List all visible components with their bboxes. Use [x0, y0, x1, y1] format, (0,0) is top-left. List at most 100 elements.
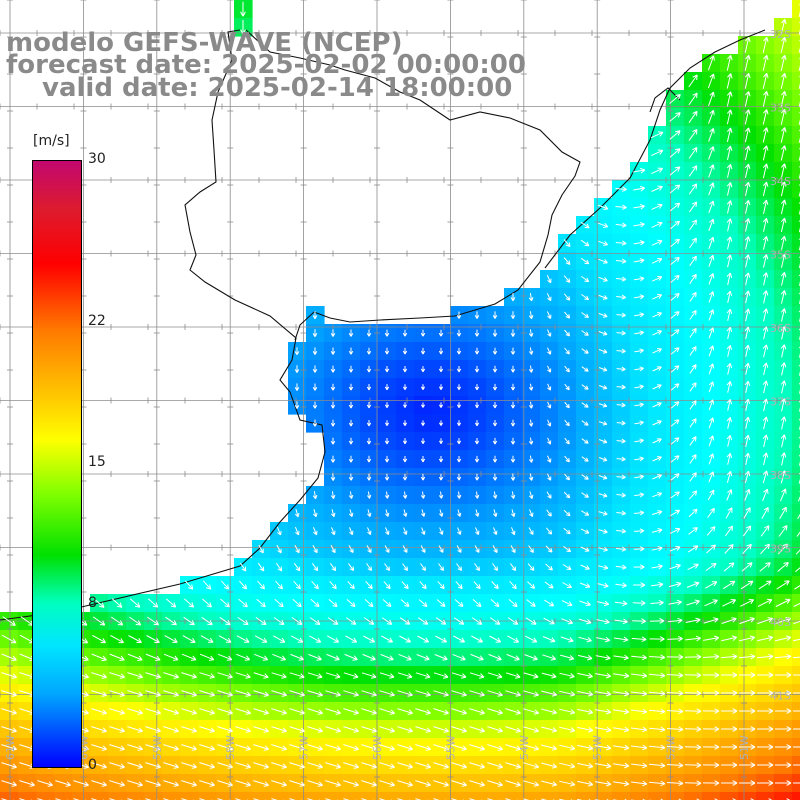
- wind-arrow: [670, 437, 680, 445]
- wind-arrow: [794, 585, 800, 590]
- wind-arrow: [492, 383, 498, 391]
- wind-arrow: [598, 492, 608, 498]
- field-cell: [270, 792, 289, 800]
- wind-arrow: [597, 564, 609, 570]
- wind-arrow: [328, 599, 338, 608]
- wind-arrow: [726, 109, 733, 125]
- wind-arrow: [744, 36, 751, 53]
- wind-arrow: [311, 563, 319, 572]
- wind-arrow: [706, 544, 716, 554]
- wind-arrow: [289, 780, 305, 787]
- wind-arrow: [702, 653, 720, 660]
- wind-arrow: [181, 762, 197, 769]
- wind-arrow: [616, 402, 626, 408]
- lon-label-56W: 56W: [371, 735, 384, 760]
- wind-arrow: [634, 492, 645, 498]
- wind-arrow: [433, 762, 449, 769]
- wind-arrow: [181, 744, 197, 751]
- wind-arrow: [543, 617, 555, 625]
- wind-arrow: [361, 798, 375, 800]
- wind-arrow: [524, 635, 538, 643]
- wind-arrow: [181, 672, 197, 679]
- wind-arrow: [762, 145, 769, 161]
- wind-arrow: [163, 690, 179, 697]
- wind-arrow: [669, 184, 681, 194]
- wind-arrow: [544, 581, 554, 589]
- wind-arrow: [438, 329, 444, 337]
- wind-arrow: [598, 546, 608, 552]
- wind-arrow: [456, 545, 462, 553]
- wind-arrow: [780, 271, 787, 286]
- field-cell: [792, 306, 800, 325]
- wind-arrow: [402, 438, 408, 445]
- wind-arrow: [220, 580, 230, 590]
- wind-arrow: [598, 475, 608, 480]
- wind-arrow: [487, 672, 503, 679]
- field-cell: [198, 792, 217, 800]
- field-cell: [324, 792, 343, 800]
- wind-arrow: [397, 798, 411, 800]
- wind-arrow: [384, 366, 390, 373]
- wind-arrow: [563, 293, 571, 301]
- wind-arrow: [744, 470, 751, 484]
- wind-arrow: [744, 54, 751, 71]
- wind-arrow: [739, 690, 756, 696]
- wind-arrow: [616, 546, 627, 552]
- wind-arrow: [579, 600, 591, 607]
- wind-arrow: [633, 582, 646, 588]
- wind-arrow: [706, 526, 716, 536]
- wind-arrow: [364, 599, 374, 608]
- field-cell: [792, 36, 800, 55]
- field-cell: [666, 792, 685, 800]
- wind-arrow: [684, 726, 702, 732]
- wind-arrow: [528, 293, 534, 302]
- wind-arrow: [217, 672, 233, 679]
- forecast-date: forecast date: 2025-02-02 00:00:00: [6, 50, 526, 80]
- wind-arrow: [415, 708, 431, 715]
- wind-arrow: [780, 127, 787, 143]
- wind-arrow: [384, 473, 390, 481]
- wind-arrow: [109, 726, 125, 733]
- field-cell: [774, 792, 793, 800]
- wind-arrow: [326, 653, 340, 661]
- wind-arrow: [181, 726, 197, 733]
- wind-arrow: [648, 744, 666, 751]
- wind-arrow: [726, 362, 733, 375]
- wind-arrow: [793, 782, 800, 784]
- wind-arrow: [689, 219, 697, 231]
- wind-arrow: [348, 437, 354, 445]
- wind-arrow: [633, 528, 645, 534]
- wind-arrow: [379, 726, 395, 733]
- wind-arrow: [343, 726, 359, 733]
- wind-arrow: [744, 109, 751, 125]
- wind-arrow: [253, 726, 269, 733]
- wind-arrow: [666, 726, 684, 733]
- wind-arrow: [366, 437, 372, 445]
- wind-arrow: [546, 311, 552, 319]
- wind-arrow: [581, 438, 589, 444]
- wind-arrow: [397, 762, 413, 769]
- wind-arrow: [253, 672, 269, 679]
- wind-arrow: [689, 400, 697, 410]
- wind-arrow: [541, 744, 558, 751]
- wind-arrow: [111, 598, 123, 608]
- wind-arrow: [724, 544, 734, 554]
- wind-arrow: [581, 330, 589, 336]
- wind-arrow: [469, 744, 485, 751]
- wind-arrow: [217, 762, 233, 769]
- field-cell: [792, 378, 800, 397]
- wind-arrow: [510, 455, 516, 463]
- wind-arrow: [384, 545, 390, 553]
- wind-arrow: [217, 780, 233, 787]
- wind-arrow: [420, 347, 426, 355]
- wind-arrow: [633, 564, 645, 570]
- wind-arrow: [634, 330, 645, 336]
- wind-arrow: [595, 780, 612, 787]
- wind-arrow: [652, 420, 662, 426]
- wind-arrow: [651, 203, 663, 210]
- wind-arrow: [438, 545, 444, 553]
- wind-arrow: [275, 580, 283, 590]
- wind-arrow: [633, 204, 645, 210]
- wind-arrow: [436, 599, 446, 607]
- wind-arrow: [182, 635, 196, 643]
